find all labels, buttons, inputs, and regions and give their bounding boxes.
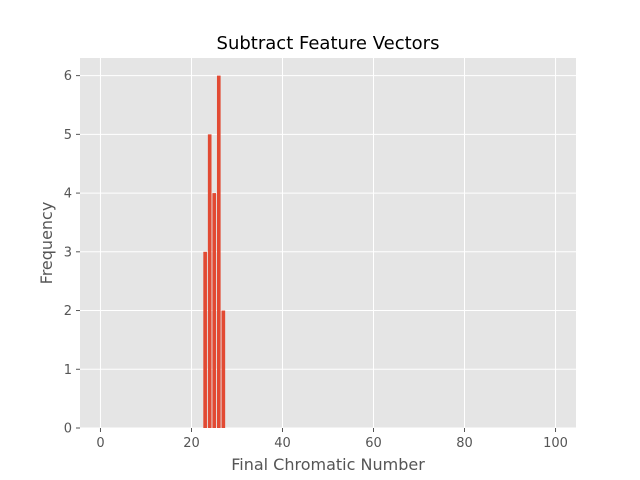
bar [216, 75, 221, 428]
y-tick-label: 2 [64, 304, 72, 319]
x-tick-label: 0 [96, 436, 104, 451]
y-axis-label: Frequency [37, 202, 56, 285]
bar [203, 251, 207, 428]
y-tick-label: 5 [64, 128, 72, 143]
bar [221, 310, 226, 428]
y-tick-label: 4 [64, 187, 72, 202]
plot-area [80, 58, 576, 428]
x-axis-label: Final Chromatic Number [231, 455, 425, 474]
x-ticks: 0 20 40 60 80 100 [96, 428, 568, 451]
y-ticks: 0 1 2 3 4 5 6 [64, 69, 80, 437]
x-tick-label: 60 [365, 436, 382, 451]
grid [80, 58, 576, 429]
y-tick-label: 6 [64, 69, 72, 84]
y-tick-label: 1 [64, 363, 72, 378]
chart-title: Subtract Feature Vectors [217, 33, 440, 54]
bar [207, 134, 212, 428]
x-tick-label: 80 [456, 436, 473, 451]
x-tick-label: 20 [183, 436, 200, 451]
y-tick-label: 3 [64, 245, 72, 260]
bar [212, 193, 217, 428]
x-tick-label: 40 [274, 436, 291, 451]
x-tick-label: 100 [543, 436, 568, 451]
y-tick-label: 0 [64, 422, 72, 437]
bars [203, 75, 226, 428]
